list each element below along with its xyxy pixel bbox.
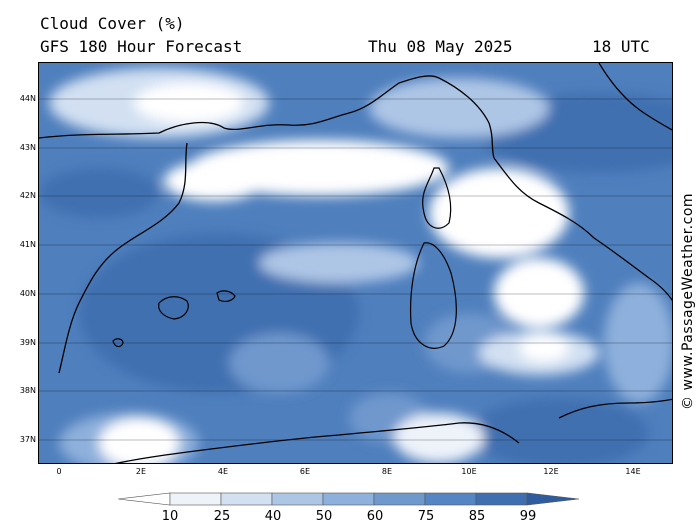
corsica-coast	[422, 167, 452, 229]
legend-cell	[475, 492, 528, 506]
lat-label-40n: 40N	[19, 289, 36, 298]
lon-label-8e: 8E	[381, 467, 393, 476]
lon-label-10e: 10E	[461, 467, 477, 476]
mallorca-coast	[158, 296, 189, 320]
lat-label-38n: 38N	[19, 386, 36, 395]
lon-label-2e: 2E	[135, 467, 147, 476]
legend-cell	[271, 492, 324, 506]
legend-label-50: 50	[315, 509, 333, 524]
legend-label-99: 99	[519, 509, 537, 524]
lat-label-43n: 43N	[19, 143, 36, 152]
legend-label-60: 60	[366, 509, 384, 524]
legend-arrow-high	[526, 492, 580, 506]
legend-label-85: 85	[468, 509, 486, 524]
lat-label-37n: 37N	[19, 435, 36, 444]
lat-label-39n: 39N	[19, 338, 36, 347]
lat-label-44n: 44N	[19, 94, 36, 103]
forecast-time: 18 UTC	[592, 37, 650, 56]
legend-cell	[220, 492, 273, 506]
lon-label-14e: 14E	[625, 467, 641, 476]
map-canvas	[39, 63, 672, 463]
legend-cell	[373, 492, 426, 506]
legend-label-75: 75	[417, 509, 435, 524]
legend-label-25: 25	[213, 509, 231, 524]
map-title: Cloud Cover (%)	[40, 14, 185, 33]
menorca-coast	[216, 290, 236, 302]
sardinia-coast	[410, 242, 457, 349]
forecast-date: Thu 08 May 2025	[368, 37, 513, 56]
color-legend	[118, 492, 580, 506]
forecast-subtitle: GFS 180 Hour Forecast	[40, 37, 243, 56]
coastline	[39, 63, 672, 463]
cloud-cover-map	[38, 62, 673, 464]
legend-arrow-low	[118, 492, 171, 506]
legend-cell	[169, 492, 222, 506]
credit-watermark: © www.PassageWeather.com	[680, 192, 696, 410]
lat-label-41n: 41N	[19, 240, 36, 249]
lon-label-0: 0	[56, 467, 62, 476]
lon-label-12e: 12E	[543, 467, 559, 476]
legend-label-40: 40	[264, 509, 282, 524]
lat-label-42n: 42N	[19, 191, 36, 200]
lon-label-4e: 4E	[217, 467, 229, 476]
legend-cell	[322, 492, 375, 506]
legend-label-10: 10	[161, 509, 179, 524]
graticule	[39, 98, 672, 441]
legend-cell	[424, 492, 477, 506]
ibiza-coast	[112, 338, 124, 348]
lon-label-6e: 6E	[299, 467, 311, 476]
